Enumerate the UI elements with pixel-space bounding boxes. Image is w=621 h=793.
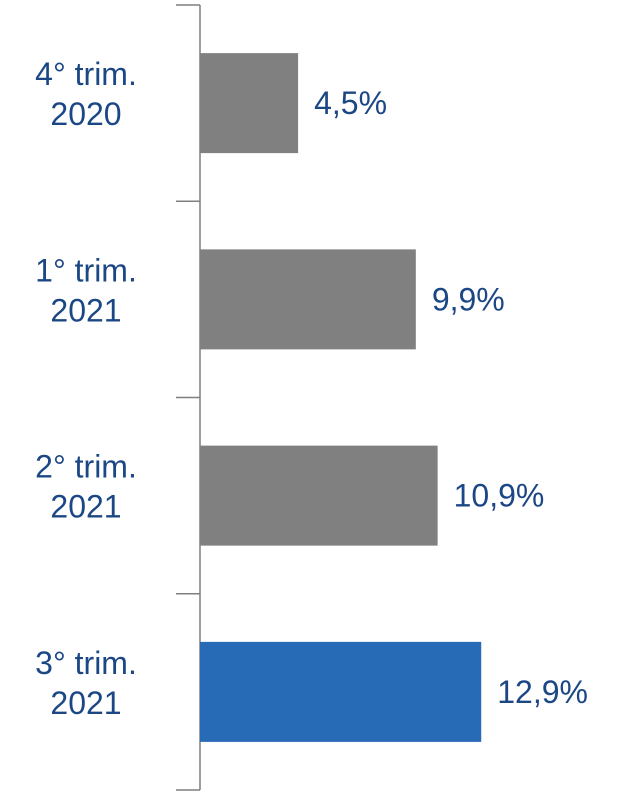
category-label-line: 2° trim. <box>35 449 137 485</box>
category-label-3: 3° trim. 2021 <box>35 645 137 721</box>
category-label-2: 2° trim. 2021 <box>35 449 137 525</box>
category-label-line: 4° trim. <box>35 56 137 92</box>
bar-3 <box>200 641 482 742</box>
category-label-line: 2021 <box>50 489 121 525</box>
category-axis <box>176 4 201 791</box>
category-label-1: 1° trim. 2021 <box>35 252 137 328</box>
category-label-line: 2021 <box>50 292 121 328</box>
bar-1 <box>200 249 416 350</box>
bars <box>200 53 482 742</box>
labels: 4° trim. 2020 4,5% 1° trim. 2021 9,9% 2° trim.… <box>35 56 588 721</box>
value-label-1: 9,9% <box>432 281 505 317</box>
category-label-line: 3° trim. <box>35 645 137 681</box>
value-label-0: 4,5% <box>314 85 387 121</box>
bar-2 <box>200 445 438 546</box>
category-label-line: 2021 <box>50 685 121 721</box>
value-label-3: 12,9% <box>497 674 588 710</box>
category-label-line: 1° trim. <box>35 252 137 288</box>
bar-0 <box>200 53 299 154</box>
category-label-0: 4° trim. 2020 <box>35 56 137 132</box>
value-label-2: 10,9% <box>454 478 545 514</box>
category-label-line: 2020 <box>50 96 121 132</box>
